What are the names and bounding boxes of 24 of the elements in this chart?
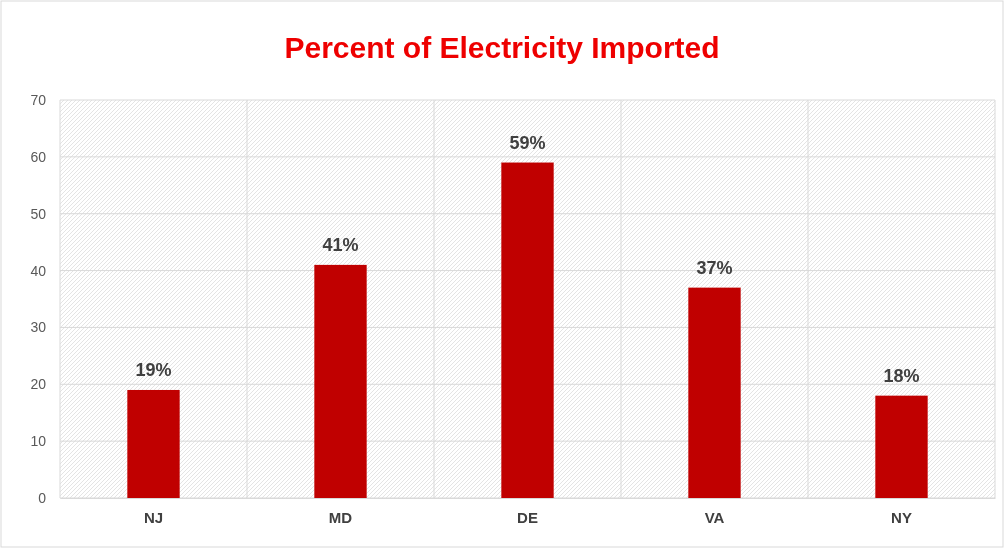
x-tick-label: VA (704, 508, 725, 526)
y-tick-label: 0 (38, 489, 47, 506)
y-tick-label: 20 (30, 376, 47, 393)
data-label: 37% (696, 257, 733, 278)
y-tick-label: 40 (30, 262, 47, 279)
bar (314, 264, 367, 498)
bar (501, 162, 554, 498)
x-tick-label: NJ (143, 508, 164, 526)
x-tick-label: DE (517, 508, 538, 526)
y-tick-label: 70 (30, 91, 47, 108)
y-tick-label: 60 (30, 148, 47, 165)
data-label: 19% (135, 359, 172, 380)
data-label: 59% (509, 132, 546, 153)
data-label: 18% (883, 365, 920, 386)
x-tick-label: MD (328, 508, 353, 526)
data-label: 41% (322, 234, 359, 255)
bar (688, 287, 741, 498)
y-tick-label: 30 (30, 319, 47, 336)
y-tick-label: 50 (30, 205, 47, 222)
bar (875, 395, 928, 498)
y-tick-label: 10 (30, 433, 47, 450)
bar (127, 389, 180, 498)
chart-title: Percent of Electricity Imported (284, 31, 720, 64)
x-tick-label: NY (891, 508, 912, 526)
